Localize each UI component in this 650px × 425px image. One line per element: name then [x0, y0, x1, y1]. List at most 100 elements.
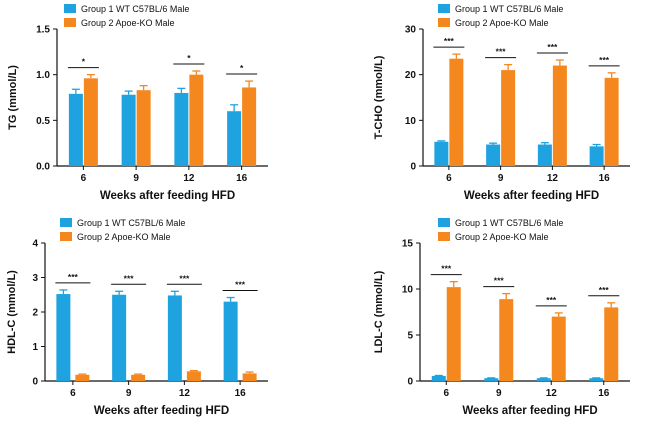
significance-marker: ***	[68, 272, 79, 282]
bar-group1	[112, 294, 127, 381]
bar-group2	[131, 374, 146, 381]
y-tick-label: 5	[407, 331, 413, 342]
legend-swatch	[60, 232, 72, 241]
significance-marker: ***	[496, 47, 507, 57]
legend-label: Group 1 WT C57BL/6 Male	[455, 218, 563, 228]
y-tick-label: 1.0	[36, 70, 50, 81]
bar-group2	[446, 287, 461, 381]
bar-group1	[434, 141, 449, 166]
y-axis-label: HDL-C (mmol/L)	[6, 270, 18, 354]
significance-marker: *	[240, 63, 244, 73]
bar-group2	[604, 77, 619, 166]
significance-marker: ***	[441, 264, 452, 274]
legend-swatch	[438, 18, 450, 27]
x-tick-label: 6	[81, 173, 87, 184]
x-tick-label: 9	[498, 173, 504, 184]
bar-group1	[589, 146, 604, 166]
x-tick-label: 12	[547, 173, 559, 184]
chart-panel-4: Group 1 WT C57BL/6 Male Group 2 Apoe-KO M…	[373, 218, 630, 417]
y-tick-label: 30	[405, 25, 417, 36]
x-tick-label: 16	[598, 388, 610, 399]
legend-swatch	[64, 4, 76, 13]
significance-marker: ***	[179, 273, 190, 283]
y-tick-label: 3	[32, 273, 38, 284]
y-axis-label: LDL-C (mmol/L)	[373, 270, 385, 353]
bar-group2	[136, 90, 151, 166]
x-tick-label: 9	[133, 173, 139, 184]
bar-group1	[68, 93, 83, 166]
significance-marker: *	[187, 53, 191, 63]
bar-group2	[501, 70, 516, 166]
legend-swatch	[438, 218, 450, 227]
bar-group1	[223, 301, 238, 381]
y-tick-label: 0	[32, 377, 38, 388]
y-axis-label: TG (mmol/L)	[7, 65, 19, 130]
significance-marker: ***	[235, 280, 246, 290]
legend-label: Group 1 WT C57BL/6 Male	[81, 4, 189, 14]
chart-panel-1: Group 1 WT C57BL/6 Male Group 2 Apoe-KO M…	[7, 4, 268, 202]
bar-group2	[242, 87, 257, 166]
legend-swatch	[438, 4, 450, 13]
bar-group2	[551, 316, 566, 381]
significance-marker: ***	[444, 36, 455, 46]
y-tick-label: 1	[32, 342, 38, 353]
chart-panel-2: Group 1 WT C57BL/6 Male Group 2 Apoe-KO M…	[373, 4, 630, 202]
bar-group2	[499, 299, 514, 381]
significance-marker: ***	[599, 285, 610, 295]
bar-group2	[242, 373, 257, 381]
bar-group2	[552, 65, 567, 166]
x-tick-label: 6	[446, 173, 452, 184]
significance-marker: ***	[124, 273, 135, 283]
bar-group2	[189, 74, 204, 166]
bar-group1	[167, 295, 182, 381]
legend-label: Group 2 Apoe-KO Male	[455, 18, 549, 28]
legend-label: Group 2 Apoe-KO Male	[81, 18, 175, 28]
legend-label: Group 2 Apoe-KO Male	[77, 232, 171, 242]
bar-group2	[604, 307, 619, 381]
y-tick-label: 0	[407, 377, 413, 388]
x-tick-label: 12	[179, 388, 191, 399]
bar-group1	[486, 144, 501, 166]
significance-marker: ***	[547, 42, 558, 52]
significance-marker: ***	[546, 295, 557, 305]
y-tick-label: 2	[32, 308, 38, 319]
bar-group2	[83, 78, 98, 166]
y-axis-label: T-CHO (mmol/L)	[373, 55, 385, 139]
bar-group1	[536, 378, 551, 381]
legend-swatch	[60, 218, 72, 227]
x-tick-label: 9	[496, 388, 502, 399]
bar-group1	[537, 144, 552, 166]
x-tick-label: 16	[235, 388, 247, 399]
bar-group1	[56, 294, 71, 381]
bar-group1	[121, 94, 136, 166]
y-tick-label: 10	[402, 285, 414, 296]
bar-group1	[174, 92, 189, 166]
bar-group1	[431, 375, 446, 381]
significance-marker: ***	[494, 276, 505, 286]
bar-group1	[589, 378, 604, 381]
legend-label: Group 2 Apoe-KO Male	[455, 232, 549, 242]
bar-group2	[449, 58, 464, 166]
y-tick-label: 15	[402, 239, 414, 250]
x-tick-label: 12	[183, 173, 195, 184]
y-tick-label: 0	[410, 162, 416, 173]
significance-marker: ***	[599, 55, 610, 65]
x-axis-label: Weeks after feeding HFD	[464, 190, 599, 202]
x-tick-label: 16	[236, 173, 248, 184]
x-axis-label: Weeks after feeding HFD	[94, 405, 229, 417]
bar-group1	[227, 111, 242, 166]
x-tick-label: 6	[443, 388, 449, 399]
x-axis-label: Weeks after feeding HFD	[462, 405, 597, 417]
significance-marker: *	[82, 57, 86, 67]
bar-group2	[75, 374, 90, 381]
legend-swatch	[438, 232, 450, 241]
legend-swatch	[64, 18, 76, 27]
y-tick-label: 0.5	[36, 116, 50, 127]
y-tick-label: 0.0	[36, 162, 50, 173]
x-axis-label: Weeks after feeding HFD	[100, 190, 235, 202]
legend-label: Group 1 WT C57BL/6 Male	[77, 218, 185, 228]
x-tick-label: 9	[126, 388, 132, 399]
y-tick-label: 10	[405, 116, 417, 127]
x-tick-label: 6	[70, 388, 76, 399]
